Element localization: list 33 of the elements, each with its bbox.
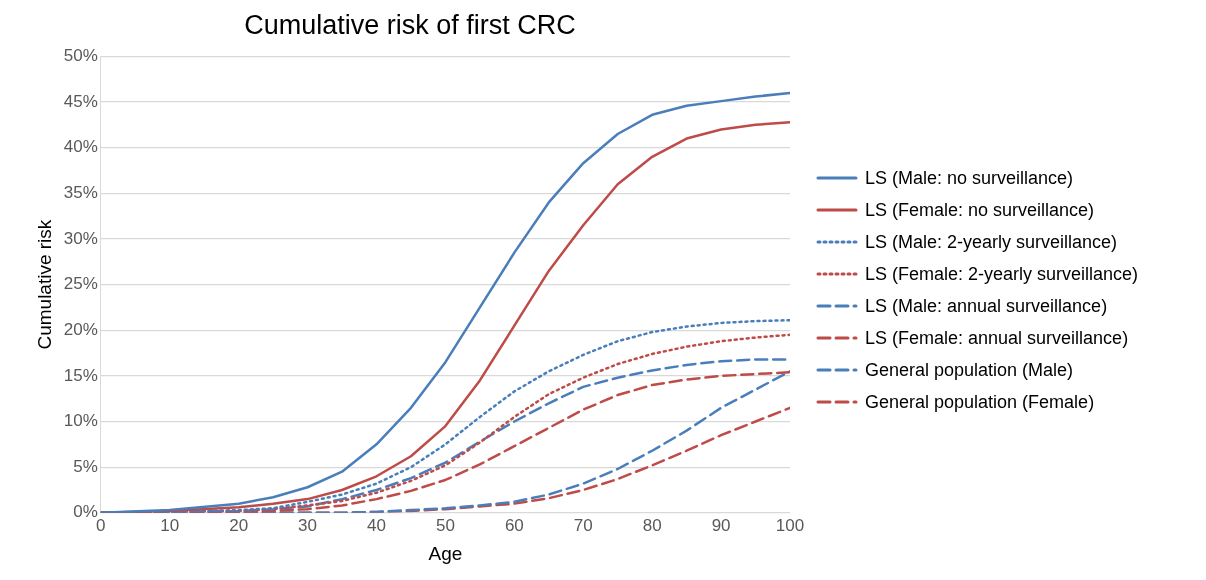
y-tick-label: 15% (63, 365, 98, 385)
x-tick-label: 0 (96, 515, 106, 535)
y-tick-label: 0% (73, 502, 98, 522)
legend-label: LS (Female: annual surveillance) (865, 327, 1129, 349)
x-tick-label: 60 (504, 515, 524, 535)
x-tick-label: 40 (367, 515, 386, 535)
x-tick-label: 50 (435, 515, 455, 535)
y-tick-label: 40% (63, 137, 98, 157)
legend-label: LS (Male: annual surveillance) (865, 295, 1108, 317)
legend-label: LS (Female: no surveillance) (865, 199, 1095, 221)
y-tick-label: 35% (63, 183, 98, 203)
y-tick-label: 5% (73, 456, 98, 476)
x-tick-label: 20 (229, 515, 249, 535)
x-tick-label: 10 (160, 515, 180, 535)
x-axis-title: Age (428, 542, 463, 564)
legend-label: General population (Male) (865, 359, 1074, 381)
x-tick-label: 100 (775, 515, 805, 535)
y-tick-label: 30% (63, 228, 98, 248)
legend-label: LS (Male: 2-yearly surveillance) (865, 231, 1118, 253)
y-tick-label: 20% (63, 319, 98, 339)
x-tick-label: 30 (298, 515, 318, 535)
y-axis-title: Cumulative risk (33, 219, 55, 350)
y-tick-label: 10% (63, 411, 98, 431)
y-tick-label: 45% (63, 91, 98, 111)
y-tick-label: 50% (63, 46, 98, 66)
x-tick-label: 90 (711, 515, 731, 535)
y-tick-label: 25% (63, 274, 98, 294)
x-tick-label: 80 (642, 515, 662, 535)
legend-label: LS (Male: no surveillance) (865, 167, 1074, 189)
legend-label: LS (Female: 2-yearly surveillance) (865, 263, 1139, 285)
legend-label: General population (Female) (865, 391, 1095, 413)
x-tick-label: 70 (573, 515, 593, 535)
chart-title: Cumulative risk of first CRC (244, 9, 576, 40)
